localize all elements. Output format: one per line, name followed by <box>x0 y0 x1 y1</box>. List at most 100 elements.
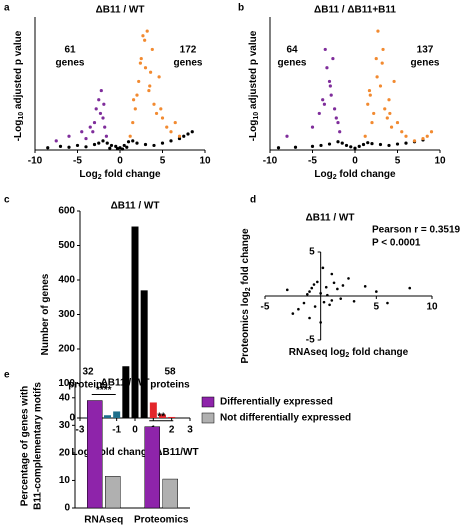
y-tick-label: 30 <box>59 420 71 431</box>
x-tick-label: 5 <box>395 156 401 167</box>
point <box>375 75 379 79</box>
point <box>88 125 92 129</box>
point <box>97 141 101 145</box>
chart-title: ΔB11 / WT <box>101 378 150 389</box>
y-axis-label: -Log10 adjusted p value <box>13 30 26 141</box>
point <box>120 147 125 151</box>
point <box>143 66 148 70</box>
bar <box>131 226 139 418</box>
point <box>108 146 112 150</box>
bar <box>113 411 121 418</box>
point <box>375 290 378 293</box>
annotation: 58 <box>164 367 176 378</box>
point <box>133 107 137 111</box>
point <box>135 93 139 97</box>
point <box>139 56 143 61</box>
y-axis-label-part: Proteomics log <box>240 291 251 363</box>
point <box>138 61 142 65</box>
point <box>132 98 136 102</box>
point <box>46 146 50 150</box>
point <box>308 290 311 293</box>
x-tick-label: 10 <box>434 156 446 167</box>
annotation: Pearson r = 0.3519 <box>372 225 461 236</box>
legend-label: Differentially expressed <box>220 397 333 408</box>
point <box>331 56 335 61</box>
y-axis-label: Proteomics log2 fold change <box>240 228 253 363</box>
x-axis-label: RNAseq log2 fold change <box>289 347 409 360</box>
x-axis-label-part: fold change <box>102 169 161 180</box>
point <box>404 141 408 145</box>
point <box>54 139 58 143</box>
point <box>412 139 417 143</box>
point <box>92 120 97 125</box>
point <box>98 111 103 116</box>
point <box>332 281 336 285</box>
x-tick-label: -1 <box>112 425 121 436</box>
point <box>353 146 357 150</box>
point <box>148 84 152 88</box>
point <box>381 47 385 52</box>
point <box>177 134 182 138</box>
point <box>333 107 337 111</box>
point <box>310 286 314 290</box>
y-axis-label-part: Number of genes <box>40 273 51 355</box>
point <box>370 142 374 146</box>
point <box>408 286 412 290</box>
x-tick-label: -10 <box>28 156 43 167</box>
bar <box>162 478 178 509</box>
point <box>385 116 389 120</box>
point <box>94 107 98 111</box>
y-axis-label-part: 10 <box>253 112 260 120</box>
point <box>160 141 165 145</box>
point <box>122 143 126 148</box>
point <box>141 34 145 38</box>
x-tick-label: 0 <box>352 156 358 167</box>
bar <box>144 426 160 509</box>
x-axis-label-part: fold change <box>349 347 408 358</box>
x-tick-label: -5 <box>308 156 317 167</box>
point <box>387 143 391 148</box>
point <box>383 107 387 111</box>
y-axis-label: -Log10 adjusted p value <box>248 30 261 141</box>
point <box>104 134 108 138</box>
point <box>388 111 392 116</box>
point <box>173 120 177 125</box>
point <box>322 102 326 106</box>
y-tick-label: 0 <box>64 503 70 514</box>
point <box>319 292 322 295</box>
chart-title: ΔB11 / WT <box>96 5 145 16</box>
x-axis-label-part: fold change <box>337 169 396 180</box>
point <box>341 284 345 287</box>
x-axis-label-part: Log <box>71 447 89 458</box>
point <box>137 79 141 84</box>
y-tick-label: 600 <box>58 206 75 217</box>
point <box>319 143 323 148</box>
point <box>310 125 315 129</box>
point <box>152 102 156 106</box>
point <box>114 144 118 148</box>
annotation: 61 <box>64 45 76 56</box>
point <box>154 111 159 116</box>
y-axis-label-part: adjusted p value <box>13 30 24 112</box>
point <box>322 300 326 304</box>
point <box>135 141 139 145</box>
annotation: genes <box>174 58 203 69</box>
y-axis-label: B11-complementary motifs <box>33 382 44 510</box>
point <box>319 321 322 324</box>
point <box>58 144 63 148</box>
point <box>157 75 161 79</box>
annotation: proteins <box>68 380 108 391</box>
y-axis-label-part: adjusted p value <box>248 30 259 112</box>
y-tick-label: 500 <box>58 240 75 251</box>
significance-label: ** <box>157 411 165 422</box>
bar <box>168 416 176 418</box>
x-axis-label-part: 2 <box>345 352 349 359</box>
point <box>312 283 316 286</box>
point <box>395 120 400 125</box>
bar <box>140 290 148 418</box>
x-axis-label: Log2 fold change <box>314 169 396 182</box>
chart-title: ΔB11 / ΔB11+B11 <box>314 5 396 16</box>
y-tick-label: 400 <box>58 275 75 286</box>
x-tick-label: 3 <box>187 425 193 436</box>
point <box>421 136 425 141</box>
